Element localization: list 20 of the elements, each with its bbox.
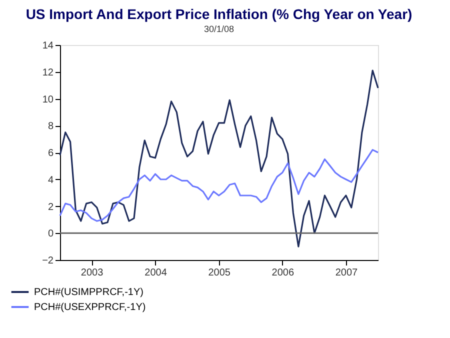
- chart-subtitle: 30/1/08: [204, 24, 234, 34]
- legend-label: PCH#(USEXPPRCF,-1Y): [34, 302, 146, 313]
- y-tick-label: 14: [42, 40, 54, 52]
- y-tick-label: 12: [42, 67, 54, 78]
- x-tick-label: 2007: [335, 268, 358, 278]
- y-tick-label: 10: [42, 94, 54, 106]
- x-tick-label: 2003: [80, 268, 104, 278]
- x-tick-label: 2005: [208, 268, 231, 278]
- y-tick-label: 8: [48, 121, 54, 132]
- legend-label: PCH#(USIMPPRCF,-1Y): [34, 287, 144, 298]
- y-tick-label: −2: [42, 256, 54, 266]
- line-series: [59, 149, 379, 222]
- y-tick-label: 0: [48, 228, 54, 240]
- line-series: [59, 70, 379, 248]
- x-tick-label: 2006: [272, 268, 294, 278]
- y-tick-label: 4: [48, 174, 54, 186]
- y-tick-label: 6: [48, 148, 54, 159]
- chart-title: US Import And Export Price Inflation (% Chg Year on Year): [26, 6, 412, 22]
- x-tick-label: 2004: [144, 268, 168, 278]
- y-tick-label: 2: [48, 202, 54, 213]
